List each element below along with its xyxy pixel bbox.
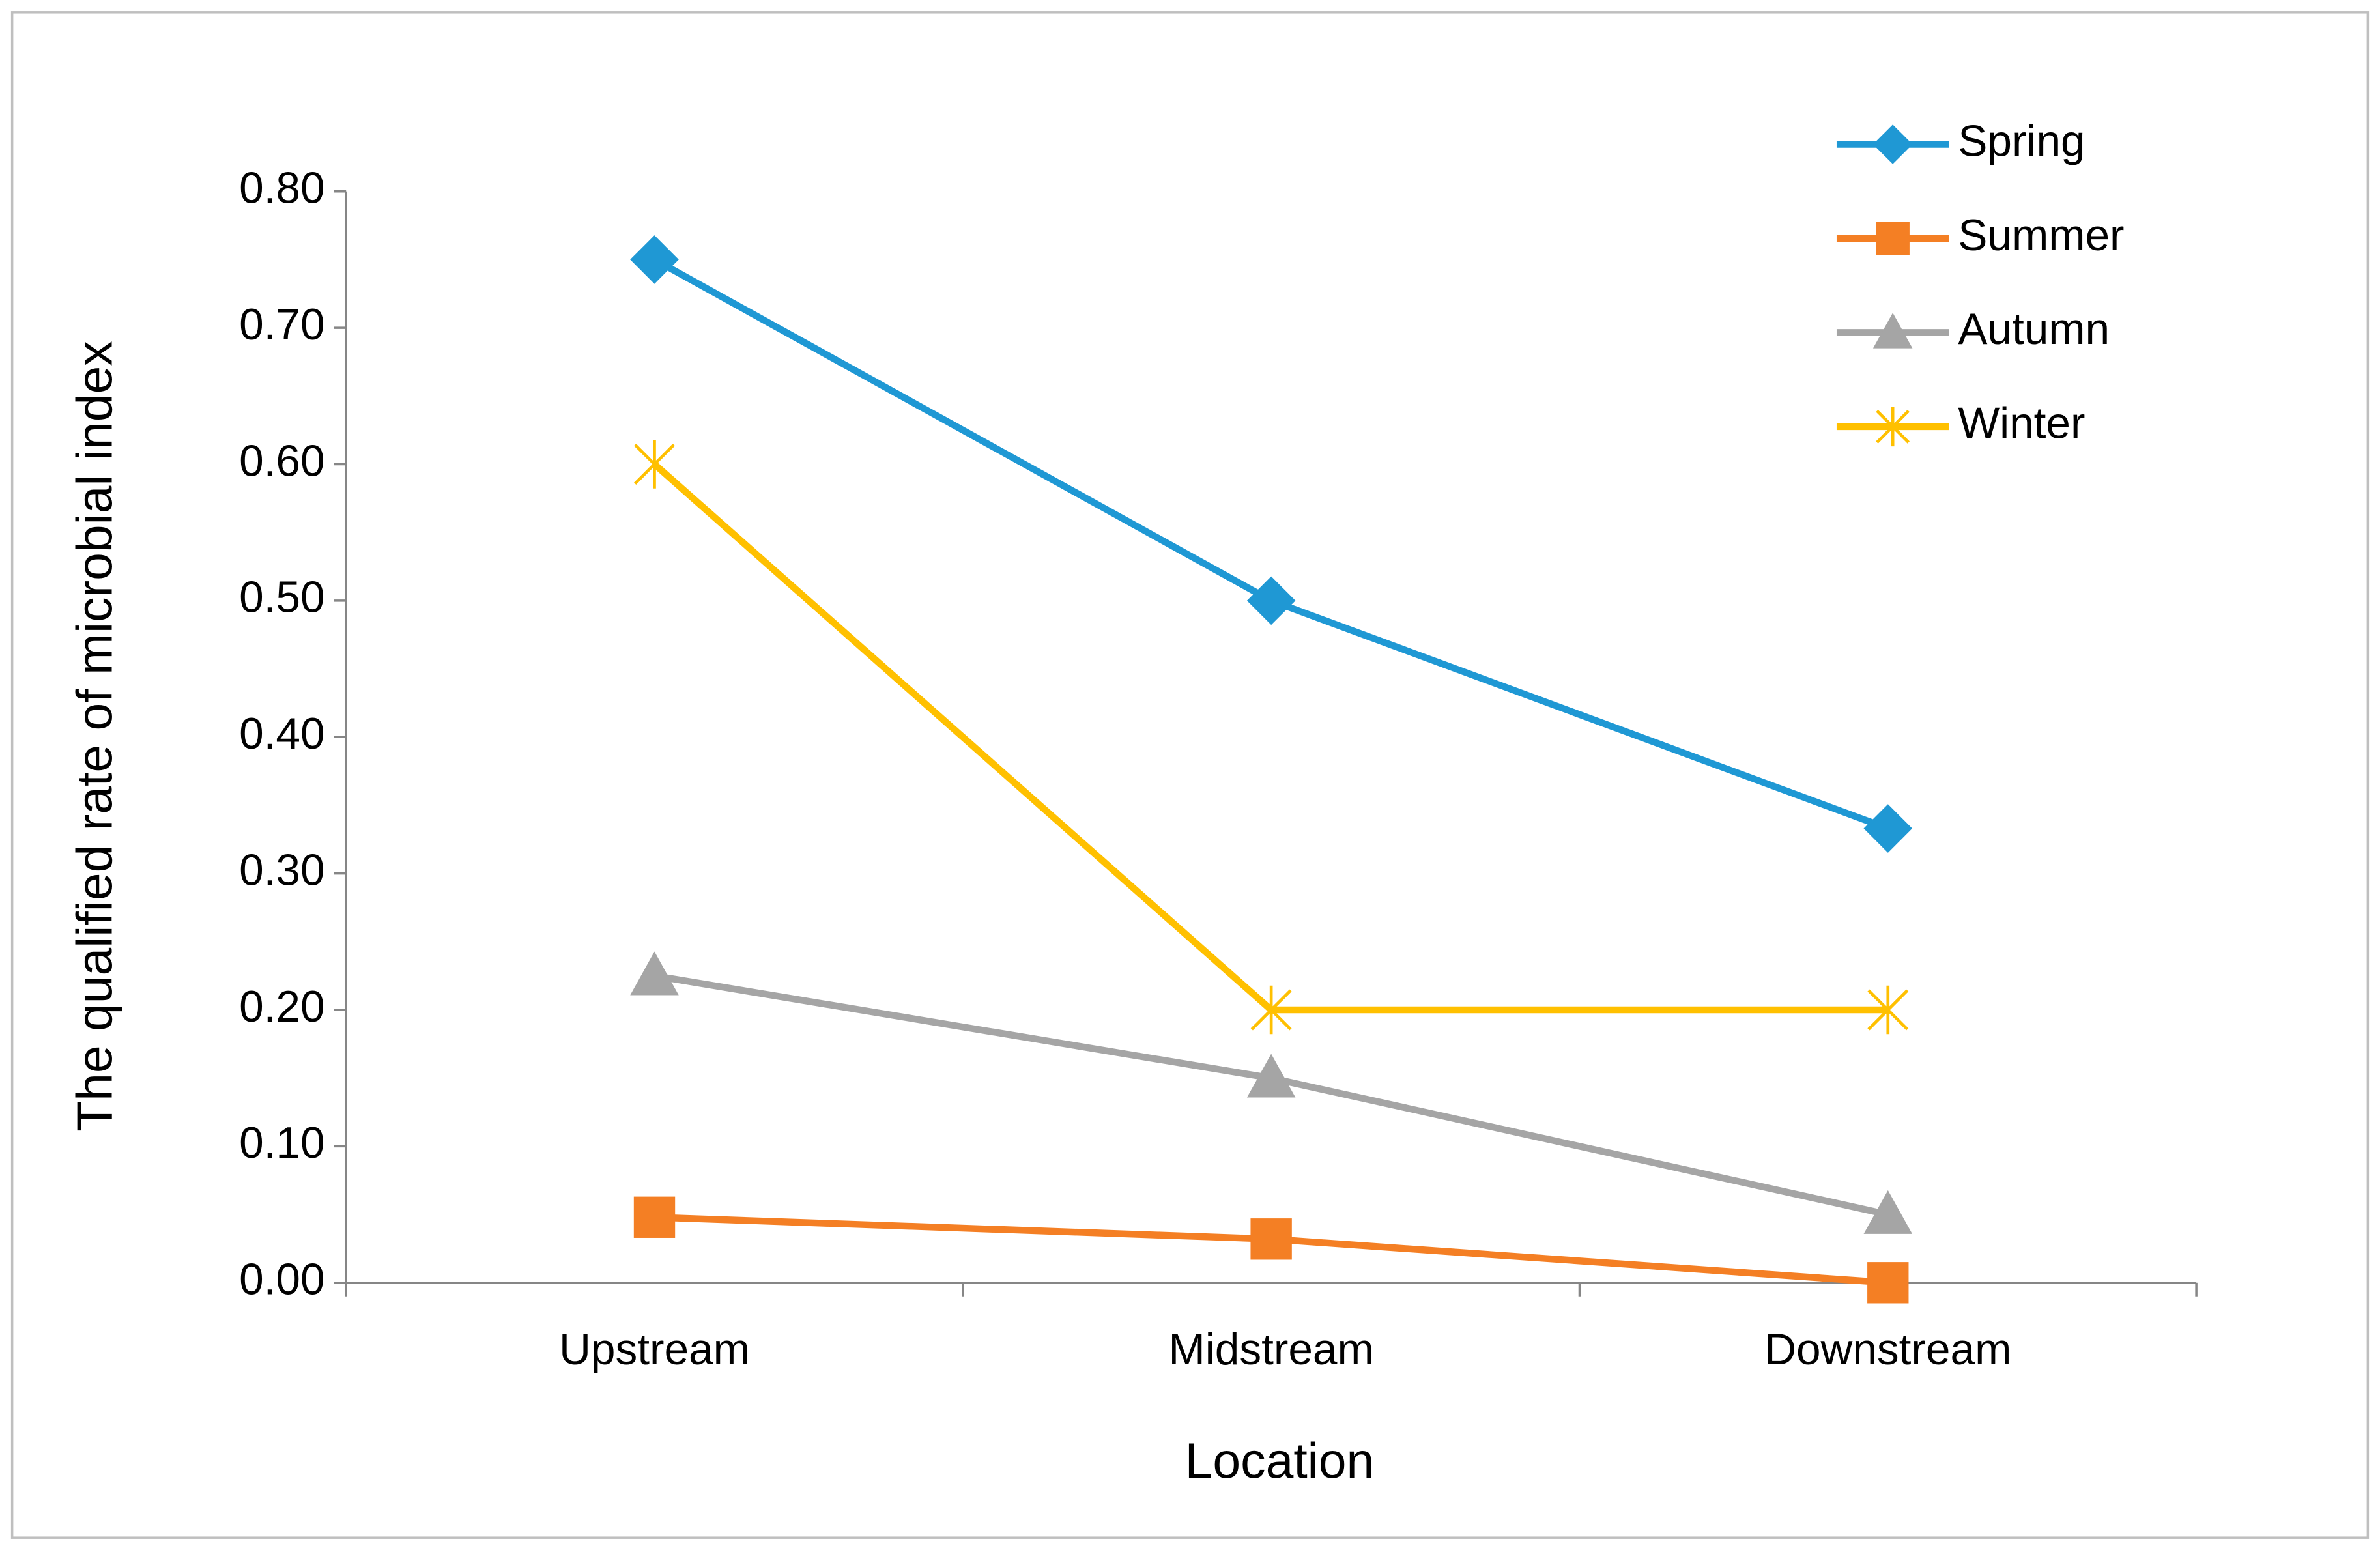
y-tick-label: 0.60 [239,437,324,485]
y-tick-label: 0.50 [239,573,324,622]
y-tick-label: 0.20 [239,983,324,1031]
legend-marker [1872,124,1913,164]
data-point [630,951,679,996]
data-point [634,440,675,489]
legend-marker [1872,313,1913,349]
x-tick-label: Midstream [1168,1325,1373,1374]
y-tick-label: 0.00 [239,1256,324,1304]
data-point [1246,1054,1296,1098]
legend-label: Winter [1958,399,2085,448]
y-axis-title: The qualified rate of microbial index [67,341,123,1132]
data-point [630,235,679,284]
data-point [1250,1218,1292,1260]
legend-label: Autumn [1958,305,2110,354]
data-point [1250,985,1292,1035]
legend-marker [1876,407,1910,447]
y-tick-label: 0.80 [239,164,324,213]
data-point [633,1196,676,1238]
y-tick-label: 0.70 [239,300,324,349]
y-tick-label: 0.40 [239,710,324,758]
x-axis-title: Location [1185,1433,1375,1489]
y-tick-label: 0.30 [239,846,324,895]
legend-label: Summer [1958,211,2124,260]
legend-marker [1876,222,1910,255]
data-point [1867,985,1909,1035]
data-point [1867,1262,1909,1304]
data-point [1863,1190,1913,1234]
x-tick-label: Upstream [559,1325,750,1374]
legend-label: Spring [1958,117,2085,165]
x-tick-label: Downstream [1764,1325,2011,1374]
y-tick-label: 0.10 [239,1119,324,1168]
